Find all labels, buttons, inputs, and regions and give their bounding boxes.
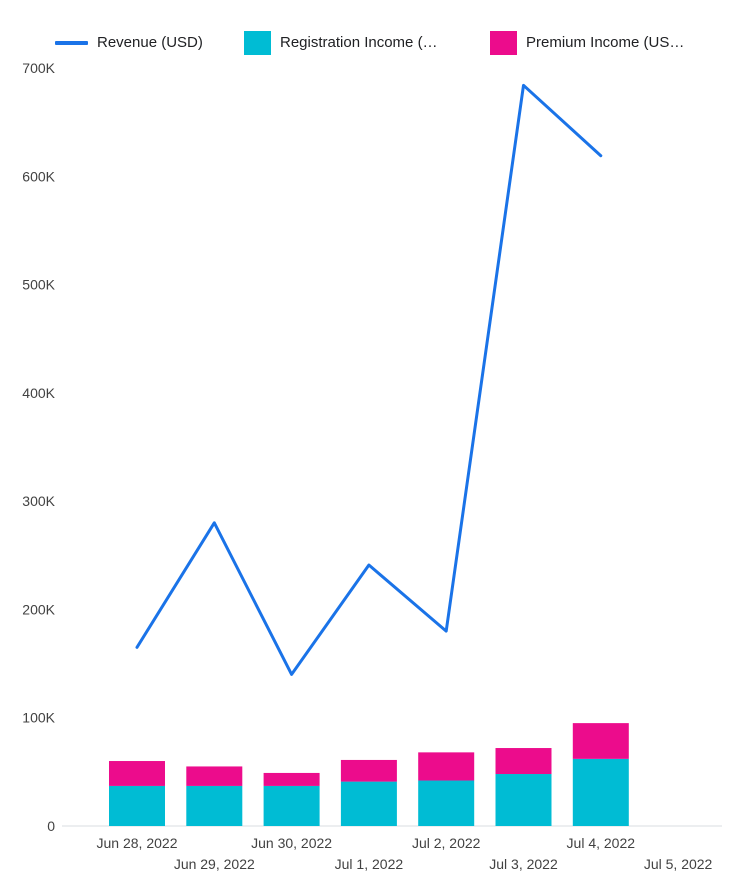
- legend-label-registration-income: Registration Income (…: [280, 34, 438, 51]
- premium-income-bar: [263, 772, 320, 786]
- premium-income-bar: [109, 761, 165, 786]
- premium-income-bar: [495, 748, 552, 775]
- legend-item-registration-income[interactable]: Registration Income (…: [244, 29, 438, 56]
- registration-income-bar: [263, 785, 320, 826]
- registration-income-bar: [495, 774, 552, 826]
- revenue-line: [135, 83, 603, 676]
- premium-income-bar: [572, 723, 629, 759]
- x-tick-label: Jun 28, 2022: [97, 835, 178, 851]
- registration-income-bar: [418, 780, 475, 826]
- x-tick-label: Jun 29, 2022: [174, 856, 255, 872]
- registration-income-swatch: [244, 30, 271, 55]
- premium-income-bar: [186, 766, 243, 786]
- premium-income-bar: [418, 752, 475, 781]
- x-tick-label: Jul 4, 2022: [567, 835, 636, 851]
- y-tick-label: 100K: [22, 710, 55, 726]
- x-tick-label: Jul 5, 2022: [644, 856, 713, 872]
- chart-legend: Revenue (USD) Registration Income (… Pre…: [0, 29, 735, 56]
- y-tick-label: 200K: [22, 601, 55, 617]
- y-tick-label: 700K: [22, 60, 55, 76]
- y-tick-label: 500K: [22, 277, 55, 293]
- registration-income-bar: [340, 781, 397, 826]
- x-tick-label: Jul 1, 2022: [335, 856, 404, 872]
- premium-income-bar: [340, 759, 397, 782]
- y-tick-label: 300K: [22, 493, 55, 509]
- y-tick-label: 600K: [22, 168, 55, 184]
- legend-label-revenue: Revenue (USD): [97, 34, 203, 51]
- x-tick-label: Jul 3, 2022: [489, 856, 558, 872]
- registration-income-bar: [109, 785, 165, 826]
- revenue-line-swatch: [55, 40, 88, 45]
- x-tick-label: Jun 30, 2022: [251, 835, 332, 851]
- legend-item-revenue[interactable]: Revenue (USD): [55, 29, 203, 56]
- legend-label-premium-income: Premium Income (US…: [526, 34, 685, 51]
- y-tick-label: 0: [47, 818, 55, 834]
- y-tick-label: 400K: [22, 385, 55, 401]
- registration-income-bar: [186, 785, 243, 826]
- x-tick-label: Jul 2, 2022: [412, 835, 481, 851]
- registration-income-bar: [572, 758, 629, 826]
- legend-item-premium-income[interactable]: Premium Income (US…: [490, 29, 684, 56]
- premium-income-swatch: [490, 30, 517, 55]
